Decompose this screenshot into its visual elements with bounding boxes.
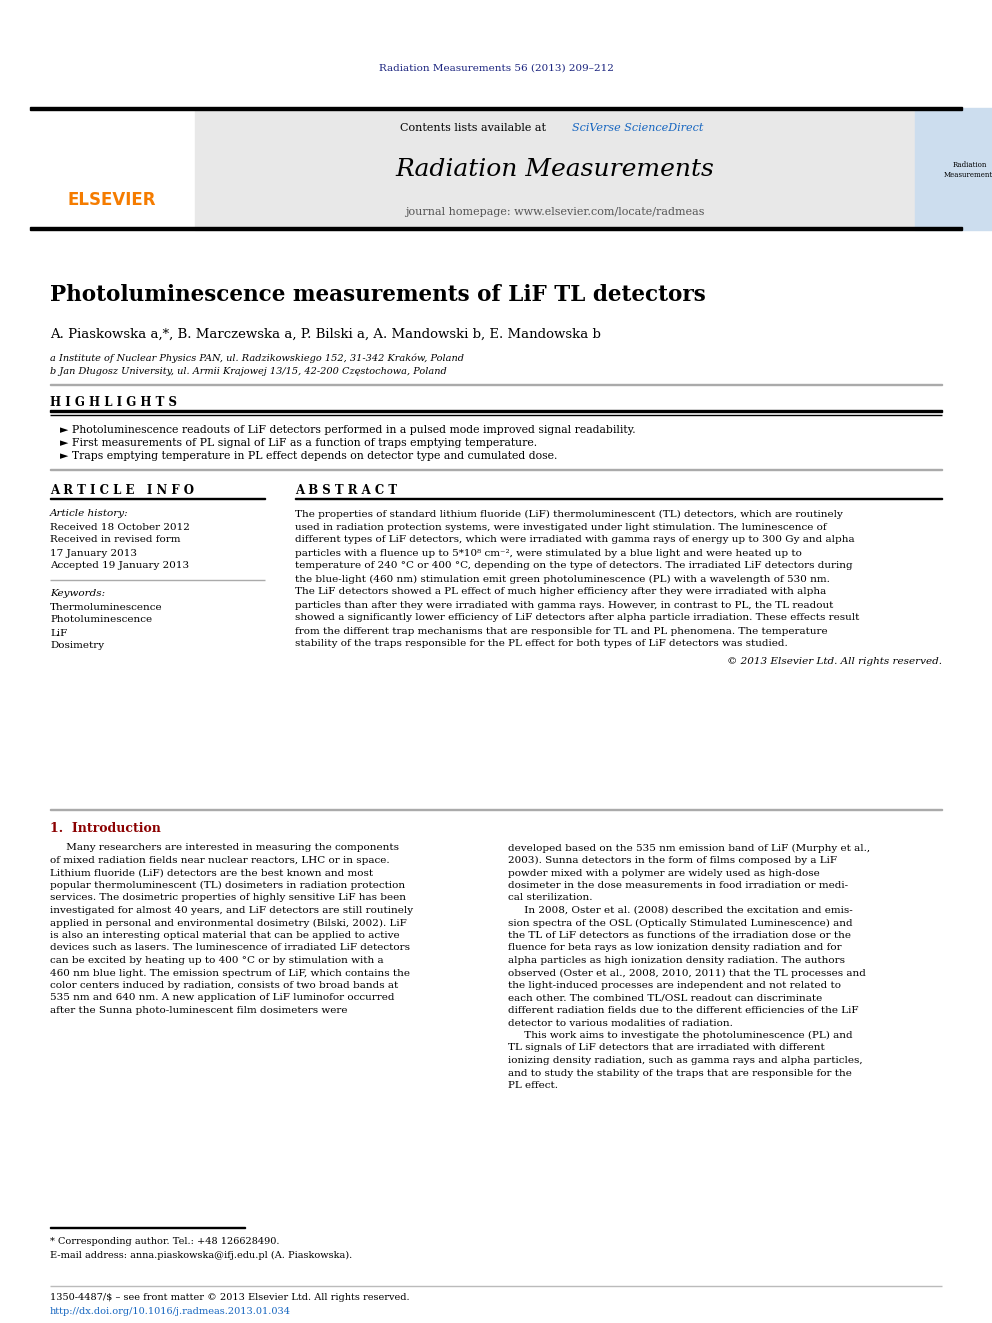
Text: © 2013 Elsevier Ltd. All rights reserved.: © 2013 Elsevier Ltd. All rights reserved… xyxy=(727,658,942,667)
Text: of mixed radiation fields near nuclear reactors, LHC or in space.: of mixed radiation fields near nuclear r… xyxy=(50,856,390,865)
Text: and to study the stability of the traps that are responsible for the: and to study the stability of the traps … xyxy=(508,1069,852,1077)
Text: applied in personal and environmental dosimetry (Bilski, 2002). LiF: applied in personal and environmental do… xyxy=(50,918,407,927)
Text: http://dx.doi.org/10.1016/j.radmeas.2013.01.034: http://dx.doi.org/10.1016/j.radmeas.2013… xyxy=(50,1307,291,1315)
Text: color centers induced by radiation, consists of two broad bands at: color centers induced by radiation, cons… xyxy=(50,980,398,990)
Text: showed a significantly lower efficiency of LiF detectors after alpha particle ir: showed a significantly lower efficiency … xyxy=(295,614,859,623)
Text: 2003). Sunna detectors in the form of films composed by a LiF: 2003). Sunna detectors in the form of fi… xyxy=(508,856,837,865)
Text: Radiation Measurements 56 (2013) 209–212: Radiation Measurements 56 (2013) 209–212 xyxy=(379,64,613,73)
Text: can be excited by heating up to 400 °C or by stimulation with a: can be excited by heating up to 400 °C o… xyxy=(50,957,384,964)
Text: used in radiation protection systems, were investigated under light stimulation.: used in radiation protection systems, we… xyxy=(295,523,826,532)
Text: In 2008, Oster et al. (2008) described the excitation and emis-: In 2008, Oster et al. (2008) described t… xyxy=(508,906,853,916)
Text: different types of LiF detectors, which were irradiated with gamma rays of energ: different types of LiF detectors, which … xyxy=(295,536,855,545)
Text: 1350-4487/$ – see front matter © 2013 Elsevier Ltd. All rights reserved.: 1350-4487/$ – see front matter © 2013 El… xyxy=(50,1294,410,1303)
Text: Radiation
Measurements: Radiation Measurements xyxy=(943,161,992,179)
Text: 1.  Introduction: 1. Introduction xyxy=(50,822,161,835)
Text: A B S T R A C T: A B S T R A C T xyxy=(295,483,397,496)
Text: cal sterilization.: cal sterilization. xyxy=(508,893,592,902)
Text: alpha particles as high ionization density radiation. The authors: alpha particles as high ionization densi… xyxy=(508,957,845,964)
Bar xyxy=(915,108,992,230)
Text: Accepted 19 January 2013: Accepted 19 January 2013 xyxy=(50,561,189,570)
Text: A R T I C L E   I N F O: A R T I C L E I N F O xyxy=(50,483,194,496)
Text: Photoluminescence: Photoluminescence xyxy=(50,615,152,624)
Text: different radiation fields due to the different efficiencies of the LiF: different radiation fields due to the di… xyxy=(508,1005,858,1015)
Text: fluence for beta rays as low ionization density radiation and for: fluence for beta rays as low ionization … xyxy=(508,943,841,953)
Text: Radiation Measurements: Radiation Measurements xyxy=(396,159,714,181)
Text: dosimeter in the dose measurements in food irradiation or medi-: dosimeter in the dose measurements in fo… xyxy=(508,881,848,890)
Text: ► First measurements of PL signal of LiF as a function of traps emptying tempera: ► First measurements of PL signal of LiF… xyxy=(60,438,537,448)
Text: ELSEVIER: ELSEVIER xyxy=(67,191,157,209)
Text: LiF: LiF xyxy=(50,628,67,638)
Text: SciVerse ScienceDirect: SciVerse ScienceDirect xyxy=(572,123,703,134)
Text: observed (Oster et al., 2008, 2010, 2011) that the TL processes and: observed (Oster et al., 2008, 2010, 2011… xyxy=(508,968,866,978)
Text: detector to various modalities of radiation.: detector to various modalities of radiat… xyxy=(508,1019,733,1028)
Text: The properties of standard lithium fluoride (LiF) thermoluminescent (TL) detecto: The properties of standard lithium fluor… xyxy=(295,509,843,519)
Text: the light-induced processes are independent and not related to: the light-induced processes are independ… xyxy=(508,980,841,990)
Text: particles than after they were irradiated with gamma rays. However, in contrast : particles than after they were irradiate… xyxy=(295,601,833,610)
Text: Received in revised form: Received in revised form xyxy=(50,536,181,545)
Text: b Jan Długosz University, ul. Armii Krajowej 13/15, 42-200 Częstochowa, Poland: b Jan Długosz University, ul. Armii Kraj… xyxy=(50,366,446,376)
Text: Contents lists available at: Contents lists available at xyxy=(400,123,550,134)
Text: PL effect.: PL effect. xyxy=(508,1081,558,1090)
Text: Received 18 October 2012: Received 18 October 2012 xyxy=(50,523,189,532)
Bar xyxy=(30,108,193,230)
Text: 535 nm and 640 nm. A new application of LiF luminofor occurred: 535 nm and 640 nm. A new application of … xyxy=(50,994,395,1003)
Text: Many researchers are interested in measuring the components: Many researchers are interested in measu… xyxy=(50,844,399,852)
Text: each other. The combined TL/OSL readout can discriminate: each other. The combined TL/OSL readout … xyxy=(508,994,822,1003)
Bar xyxy=(195,108,915,230)
Text: particles with a fluence up to 5*10⁸ cm⁻², were stimulated by a blue light and w: particles with a fluence up to 5*10⁸ cm⁻… xyxy=(295,549,802,557)
Text: from the different trap mechanisms that are responsible for TL and PL phenomena.: from the different trap mechanisms that … xyxy=(295,627,827,635)
Bar xyxy=(30,228,962,230)
Text: the blue-light (460 nm) stimulation emit green photoluminescence (PL) with a wav: the blue-light (460 nm) stimulation emit… xyxy=(295,574,830,583)
Text: Photoluminescence measurements of LiF TL detectors: Photoluminescence measurements of LiF TL… xyxy=(50,284,705,306)
Text: popular thermoluminescent (TL) dosimeters in radiation protection: popular thermoluminescent (TL) dosimeter… xyxy=(50,881,405,890)
Text: devices such as lasers. The luminescence of irradiated LiF detectors: devices such as lasers. The luminescence… xyxy=(50,943,410,953)
Text: ► Photoluminescence readouts of LiF detectors performed in a pulsed mode improve: ► Photoluminescence readouts of LiF dete… xyxy=(60,425,636,435)
Text: * Corresponding author. Tel.: +48 126628490.: * Corresponding author. Tel.: +48 126628… xyxy=(50,1237,280,1246)
Text: Dosimetry: Dosimetry xyxy=(50,642,104,651)
Text: The LiF detectors showed a PL effect of much higher efficiency after they were i: The LiF detectors showed a PL effect of … xyxy=(295,587,826,597)
Text: Thermoluminescence: Thermoluminescence xyxy=(50,602,163,611)
Text: stability of the traps responsible for the PL effect for both types of LiF detec: stability of the traps responsible for t… xyxy=(295,639,788,648)
Text: H I G H L I G H T S: H I G H L I G H T S xyxy=(50,396,177,409)
Text: powder mixed with a polymer are widely used as high-dose: powder mixed with a polymer are widely u… xyxy=(508,868,819,877)
Text: the TL of LiF detectors as functions of the irradiation dose or the: the TL of LiF detectors as functions of … xyxy=(508,931,851,941)
Bar xyxy=(30,107,962,110)
Text: ► Traps emptying temperature in PL effect depends on detector type and cumulated: ► Traps emptying temperature in PL effec… xyxy=(60,451,558,460)
Text: ionizing density radiation, such as gamma rays and alpha particles,: ionizing density radiation, such as gamm… xyxy=(508,1056,863,1065)
Text: Lithium fluoride (LiF) detectors are the best known and most: Lithium fluoride (LiF) detectors are the… xyxy=(50,868,373,877)
Bar xyxy=(50,410,942,411)
Text: services. The dosimetric properties of highly sensitive LiF has been: services. The dosimetric properties of h… xyxy=(50,893,406,902)
Text: Article history:: Article history: xyxy=(50,509,129,519)
Text: is also an interesting optical material that can be applied to active: is also an interesting optical material … xyxy=(50,931,400,941)
Text: A. Piaskowska a,*, B. Marczewska a, P. Bilski a, A. Mandowski b, E. Mandowska b: A. Piaskowska a,*, B. Marczewska a, P. B… xyxy=(50,328,601,340)
Text: 17 January 2013: 17 January 2013 xyxy=(50,549,137,557)
Text: investigated for almost 40 years, and LiF detectors are still routinely: investigated for almost 40 years, and Li… xyxy=(50,906,413,916)
Text: temperature of 240 °C or 400 °C, depending on the type of detectors. The irradia: temperature of 240 °C or 400 °C, dependi… xyxy=(295,561,853,570)
Text: after the Sunna photo-luminescent film dosimeters were: after the Sunna photo-luminescent film d… xyxy=(50,1005,347,1015)
Text: a Institute of Nuclear Physics PAN, ul. Radzikowskiego 152, 31-342 Kraków, Polan: a Institute of Nuclear Physics PAN, ul. … xyxy=(50,353,464,363)
Text: Keywords:: Keywords: xyxy=(50,590,105,598)
Text: This work aims to investigate the photoluminescence (PL) and: This work aims to investigate the photol… xyxy=(508,1031,853,1040)
Text: 460 nm blue light. The emission spectrum of LiF, which contains the: 460 nm blue light. The emission spectrum… xyxy=(50,968,410,978)
Text: E-mail address: anna.piaskowska@ifj.edu.pl (A. Piaskowska).: E-mail address: anna.piaskowska@ifj.edu.… xyxy=(50,1250,352,1259)
Text: developed based on the 535 nm emission band of LiF (Murphy et al.,: developed based on the 535 nm emission b… xyxy=(508,844,870,852)
Text: journal homepage: www.elsevier.com/locate/radmeas: journal homepage: www.elsevier.com/locat… xyxy=(406,206,704,217)
Text: TL signals of LiF detectors that are irradiated with different: TL signals of LiF detectors that are irr… xyxy=(508,1044,824,1053)
Text: sion spectra of the OSL (Optically Stimulated Luminescence) and: sion spectra of the OSL (Optically Stimu… xyxy=(508,918,853,927)
